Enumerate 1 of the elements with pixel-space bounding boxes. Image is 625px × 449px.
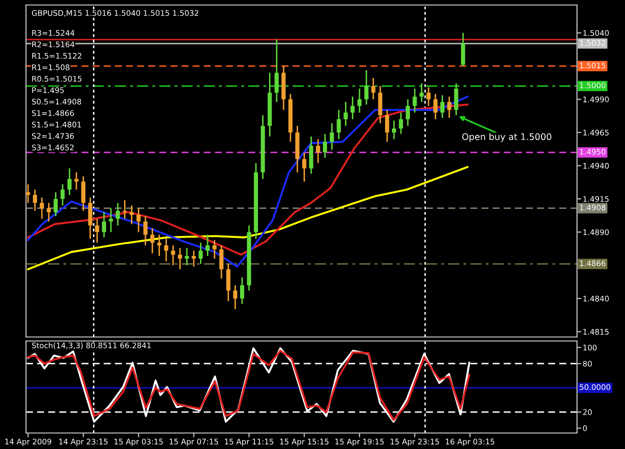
annotation: Open buy at 1.5000 (462, 133, 552, 142)
